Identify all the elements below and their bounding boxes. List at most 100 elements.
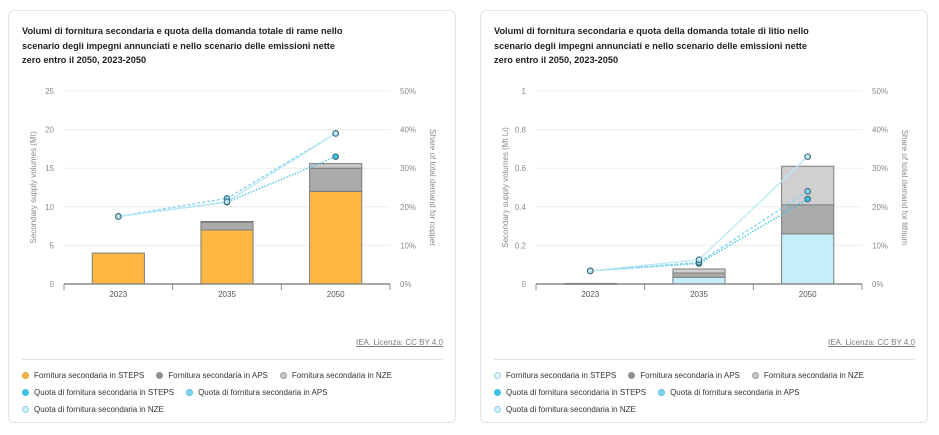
y2-tick-label: 10% <box>400 241 416 250</box>
y2-tick-label: 20% <box>400 203 416 212</box>
x-tick-label: 2050 <box>799 290 817 299</box>
legend-item[interactable]: Quota di fornitura secondaria in STEPS <box>494 384 646 401</box>
legend-item[interactable]: Quota di fornitura secondaria in APS <box>186 384 328 401</box>
y-tick-label: 0.6 <box>515 164 527 173</box>
source-license-link[interactable]: IEA. Licenza: CC BY 4.0 <box>355 338 443 347</box>
legend-swatch-icon <box>494 389 501 396</box>
x-tick-label: 2050 <box>327 290 345 299</box>
y-tick-label: 5 <box>50 241 55 250</box>
y2-tick-label: 40% <box>872 126 888 135</box>
lithium-chart: 00.20.40.60.810%10%20%30%40%50%Secondary… <box>501 87 909 299</box>
y2-tick-label: 0% <box>400 280 412 289</box>
share-point[interactable] <box>695 256 703 263</box>
lithium-chart-card: Volumi di fornitura secondaria e quota d… <box>480 10 928 423</box>
bar-segment[interactable] <box>309 167 363 192</box>
legend-swatch-icon <box>22 389 29 396</box>
legend-swatch-icon <box>494 406 501 413</box>
share-line <box>590 156 809 272</box>
chart-title: Volumi di fornitura secondaria e quota d… <box>494 26 809 65</box>
y2-tick-label: 20% <box>872 203 888 212</box>
legend-label: Quota di fornitura secondaria in NZE <box>506 405 636 414</box>
bar-segment[interactable] <box>781 233 835 285</box>
legend-item[interactable]: Quota di fornitura secondaria in NZE <box>22 401 164 418</box>
y-tick-label: 25 <box>45 87 54 96</box>
legend-swatch-icon <box>751 372 759 379</box>
share-point[interactable] <box>332 153 339 160</box>
legend-item[interactable]: Fornitura secondaria in APS <box>156 367 268 384</box>
y2-axis-label: Share of total demand for lithium <box>900 130 909 246</box>
legend-swatch-icon <box>628 372 636 379</box>
bar-segment[interactable] <box>309 163 363 169</box>
y-axis-label: Secondary supply volumes (Mt) <box>29 131 38 243</box>
y-tick-label: 1 <box>522 87 527 96</box>
share-point[interactable] <box>223 198 231 206</box>
share-point[interactable] <box>804 195 811 203</box>
x-tick-label: 2023 <box>109 290 127 299</box>
y2-axis-label: Share of total demand for copper <box>428 129 437 246</box>
y-tick-label: 0.2 <box>515 241 527 250</box>
legend-swatch-icon <box>156 372 164 379</box>
chart-title: Volumi di fornitura secondaria e quota d… <box>22 26 343 65</box>
chart-legend: Fornitura secondaria in STEPS Fornitura s… <box>494 367 914 418</box>
legend-item[interactable]: Quota di fornitura secondaria in NZE <box>494 401 636 418</box>
legend-item[interactable]: Fornitura secondaria in NZE <box>279 367 392 384</box>
bar-segment[interactable] <box>200 229 254 285</box>
legend-swatch-icon <box>494 372 501 379</box>
y-tick-label: 0.8 <box>515 126 527 135</box>
legend-label: Fornitura secondaria in NZE <box>763 371 864 380</box>
legend-label: Quota di fornitura secondaria in STEPS <box>34 388 175 397</box>
share-point[interactable] <box>587 267 594 275</box>
bar-segment[interactable] <box>672 272 726 278</box>
legend-item[interactable]: Fornitura secondaria in APS <box>628 367 740 384</box>
y2-tick-label: 30% <box>400 164 416 173</box>
y2-tick-label: 40% <box>400 126 416 135</box>
share-line <box>590 190 809 272</box>
bar-segment[interactable] <box>200 220 254 223</box>
legend-item[interactable]: Fornitura secondaria in STEPS <box>494 367 616 384</box>
y2-tick-label: 0% <box>872 280 884 289</box>
share-point[interactable] <box>332 130 339 137</box>
y2-tick-label: 10% <box>872 241 888 250</box>
legend-item[interactable]: Fornitura secondaria in STEPS <box>22 367 144 384</box>
bar-segment[interactable] <box>91 252 145 285</box>
share-point[interactable] <box>804 153 811 160</box>
divider <box>494 359 915 360</box>
share-point[interactable] <box>115 213 122 220</box>
legend-item[interactable]: Quota di fornitura secondaria in STEPS <box>22 384 174 401</box>
copper-chart: 0 5 10 15 20 25 0% 10% 20% 30% 40% 50% Secondary sup… <box>29 87 437 299</box>
y-tick-label: 0 <box>50 280 55 289</box>
bar-segment[interactable] <box>672 276 726 285</box>
legend-swatch-icon <box>22 406 29 413</box>
bar-segment[interactable] <box>309 190 363 285</box>
y2-tick-label: 50% <box>400 87 416 96</box>
legend-label: Fornitura secondaria in STEPS <box>34 371 145 380</box>
share-point[interactable] <box>804 188 811 195</box>
x-tick-label: 2035 <box>690 290 708 299</box>
legend-label: Fornitura secondaria in APS <box>640 371 740 380</box>
copper-chart-card: Volumi di fornitura secondaria e quota d… <box>8 10 456 423</box>
y-tick-label: 0 <box>522 280 527 289</box>
legend-label: Quota di fornitura secondaria in APS <box>670 388 800 397</box>
y2-tick-label: 50% <box>872 87 888 96</box>
legend-label: Fornitura secondaria in STEPS <box>506 371 617 380</box>
y-axis-label: Secondary supply volumes (Mt Li) <box>501 127 510 248</box>
y-tick-label: 15 <box>45 164 54 173</box>
chart-legend: Fornitura secondaria in STEPS Fornitura s… <box>22 367 442 418</box>
share-line <box>118 156 336 218</box>
legend-swatch-icon <box>22 372 29 379</box>
y-tick-label: 10 <box>45 203 54 212</box>
legend-swatch-icon <box>279 372 287 379</box>
legend-swatch-icon <box>186 389 194 396</box>
divider <box>22 359 443 360</box>
x-tick-label: 2035 <box>218 290 236 299</box>
legend-item[interactable]: Quota di fornitura secondaria in APS <box>658 384 800 401</box>
source-license-link[interactable]: IEA. Licenza: CC BY 4.0 <box>827 338 915 347</box>
bar-segment[interactable] <box>672 268 726 274</box>
y-tick-label: 0.4 <box>515 203 527 212</box>
y2-tick-label: 30% <box>872 164 888 173</box>
legend-label: Fornitura secondaria in APS <box>168 371 268 380</box>
legend-item[interactable]: Fornitura secondaria in NZE <box>751 367 864 384</box>
x-tick-label: 2023 <box>581 290 599 299</box>
bar-segment[interactable] <box>200 221 254 231</box>
legend-label: Fornitura secondaria in NZE <box>291 371 392 380</box>
